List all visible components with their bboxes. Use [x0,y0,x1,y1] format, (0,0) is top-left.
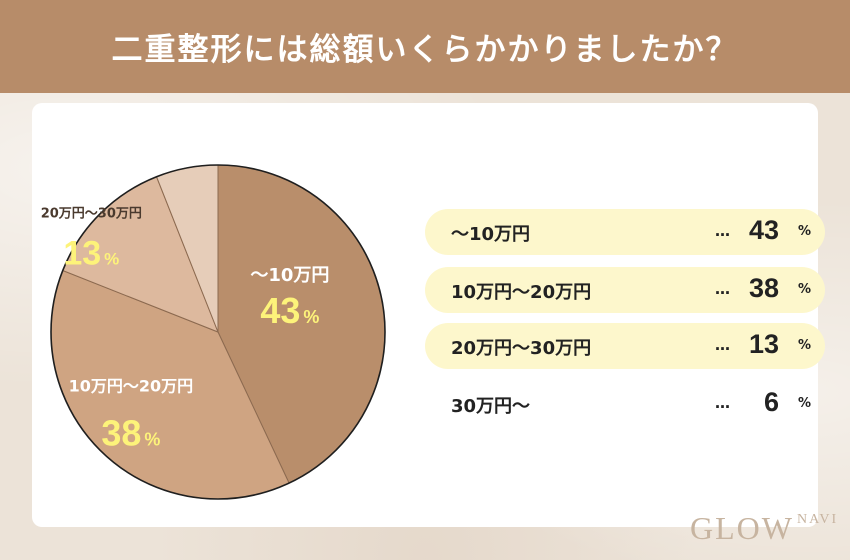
slice-category-label: 10万円〜20万円 [69,376,194,395]
legend-label: 10万円〜20万円 [451,282,592,303]
legend-value: 6 [763,387,779,417]
page-title: 二重整形には総額いくらかかりましたか？ [111,32,739,68]
legend-label: 20万円〜30万円 [451,338,592,359]
legend-row: 20万円〜30万円 … 13 % [425,323,825,369]
brand-logo-sub: NAVI [797,512,839,527]
legend-value: 38 [748,273,779,303]
legend-dots: … [715,222,730,240]
slice-value-label: 43% [260,290,319,331]
legend-row: 〜10万円 … 43 % [425,209,825,255]
legend-value: 13 [748,329,779,359]
legend-label: 30万円〜 [451,396,531,417]
title-banner: 二重整形には総額いくらかかりましたか？ [0,0,850,93]
legend-dots: … [715,280,730,298]
pie-outline [50,164,386,500]
pie-chart: 〜10万円 43 % 10万円〜20万円 38 % 20万円〜30万円 13% [41,164,386,500]
legend-dots: … [715,394,730,412]
legend-percent-sign: % [798,282,812,297]
slice-category-label: 〜10万円 [250,265,329,286]
slice-value-label: 38% [101,412,160,453]
slice-category-label: 20万円〜30万円 [41,206,142,221]
brand-logo: GLOW [690,510,794,546]
legend-percent-sign: % [798,338,812,353]
legend-row: 30万円〜 … 6 % [425,381,825,427]
legend-dots: … [715,336,730,354]
legend-value: 43 [748,215,779,245]
legend-label: 〜10万円 [451,224,531,245]
legend-row: 10万円〜20万円 … 38 % [425,267,825,313]
legend-percent-sign: % [798,396,812,411]
slice-value-label: 13% [63,234,119,272]
legend-percent-sign: % [798,224,812,239]
chart-card: 〜10万円 43% 10万円〜20万円 38% 20万円〜30万円 13% 〜10万円 …… [32,103,825,527]
